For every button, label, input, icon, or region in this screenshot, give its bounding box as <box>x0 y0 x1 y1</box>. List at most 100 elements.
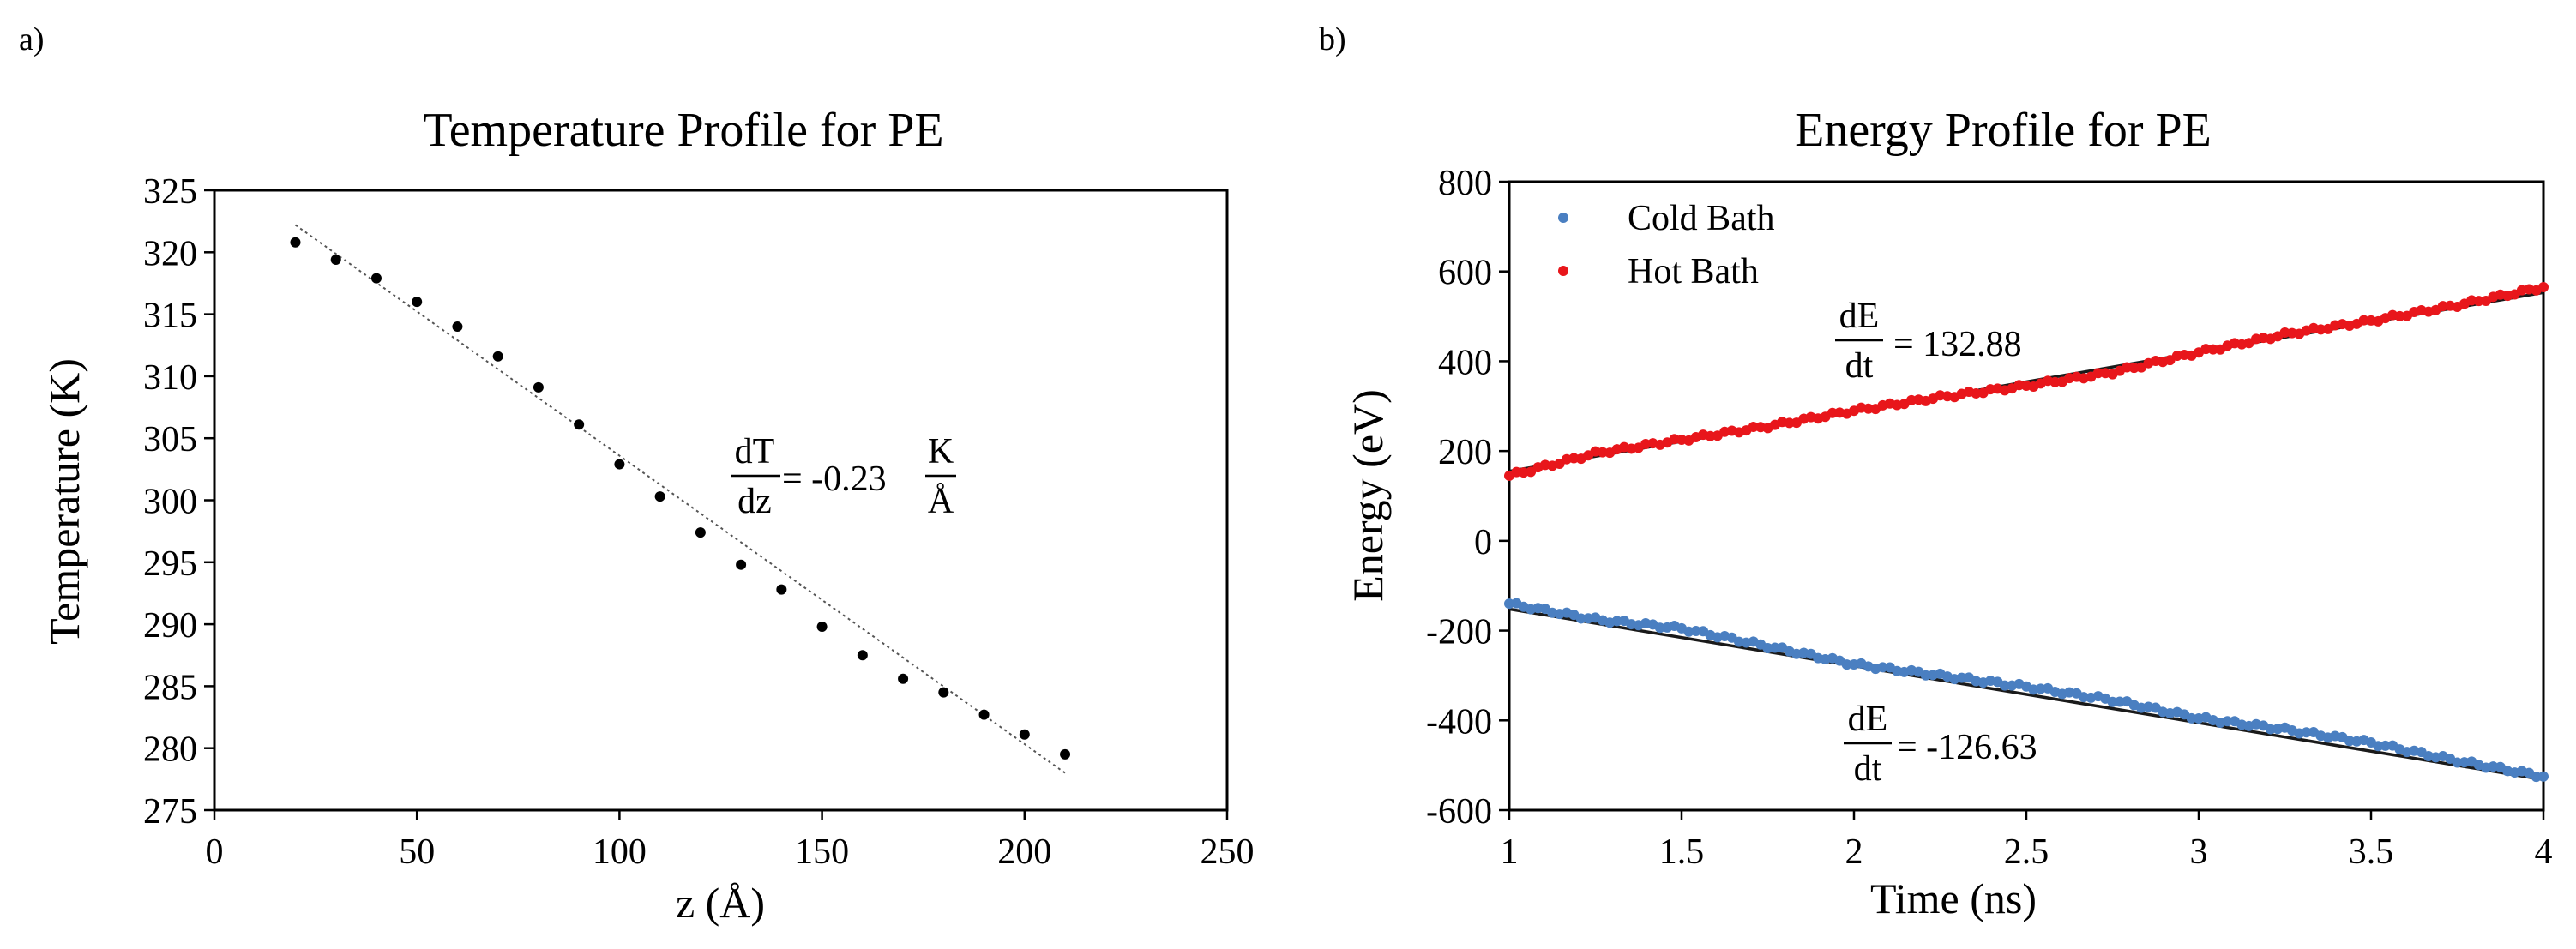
data-point <box>816 621 828 632</box>
data-point <box>452 321 463 333</box>
data-point-hot-bath <box>2538 282 2549 293</box>
data-point <box>898 673 909 684</box>
y-tick-label: 275 <box>143 792 197 832</box>
data-point <box>776 584 787 595</box>
x-axis-label-energy: Time (ns) <box>1870 874 2037 922</box>
chart-title-energy: Energy Profile for PE <box>1795 104 2212 157</box>
plot-area-temperature <box>213 189 1229 812</box>
y-ticks-temperature: 275 280 285 290 295 300 305 310 315 320 325 <box>143 172 214 832</box>
data-point <box>938 687 949 698</box>
data-point <box>492 351 503 362</box>
x-tick-label: 4 <box>2535 832 2553 872</box>
data-point-cold-bath <box>2222 716 2233 727</box>
data-point-hot-bath <box>2049 376 2061 387</box>
x-tick-label: 2 <box>1845 832 1863 872</box>
annotation-cold-value: = -126.63 <box>1897 728 2037 767</box>
data-point-cold-bath <box>1769 642 1780 653</box>
y-tick-label: 325 <box>143 172 197 212</box>
x-axis-label-temperature: z (Å) <box>676 879 765 927</box>
trendline-group-energy <box>1508 291 2544 782</box>
data-point <box>978 709 990 720</box>
panel-label-a: a) <box>19 21 45 57</box>
y-tick-label: 800 <box>1438 164 1492 203</box>
x-tick-label: 0 <box>206 832 224 872</box>
x-tick-label: 50 <box>399 832 435 872</box>
y-tick-label: 305 <box>143 420 197 459</box>
annotation-hot-value: = 132.88 <box>1893 325 2022 364</box>
annotation-unit-numerator: K <box>928 432 954 471</box>
data-point-hot-bath <box>2092 368 2104 379</box>
data-point-hot-bath <box>1748 421 1759 432</box>
legend-label-hot: Hot Bath <box>1628 252 1759 291</box>
y-tick-label: 295 <box>143 544 197 584</box>
data-point-cold-bath <box>2265 724 2276 735</box>
data-points-temperature <box>290 237 1071 760</box>
data-point-cold-bath <box>1956 672 1967 683</box>
y-axis-label-energy: Energy (eV) <box>1344 389 1392 602</box>
chart-title-temperature: Temperature Profile for PE <box>423 104 943 157</box>
data-point-cold-bath <box>1611 616 1622 627</box>
data-point-hot-bath <box>1784 417 1795 429</box>
data-point <box>654 491 665 502</box>
slope-annotation-cold: dE dt = -126.63 <box>1844 700 2037 789</box>
data-point-cold-bath <box>2107 696 2118 707</box>
y-tick-label: -600 <box>1426 792 1492 832</box>
y-axis-label-temperature: Temperature (K) <box>40 358 88 645</box>
data-point <box>857 650 868 661</box>
data-point-hot-bath <box>2394 310 2405 321</box>
x-tick-label: 200 <box>997 832 1051 872</box>
data-point-cold-bath <box>2301 727 2312 738</box>
annotation-numerator: dT <box>735 432 775 471</box>
data-point <box>1019 729 1030 740</box>
energy-chart: b) Energy Profile for PE 1 1.5 2 2.5 3 3.5 4 -… <box>1319 21 2553 922</box>
y-tick-label: 600 <box>1438 254 1492 293</box>
y-tick-label: 285 <box>143 668 197 707</box>
slope-annotation-temperature: dT dz = -0.23 K Å <box>731 432 956 521</box>
data-point-hot-bath <box>2358 315 2369 326</box>
annotation-unit-denominator: Å <box>928 482 954 521</box>
data-point <box>614 459 625 470</box>
trendline <box>294 224 1066 774</box>
legend-energy: Cold Bath Hot Bath <box>1558 199 1775 291</box>
annotation-value: = -0.23 <box>782 459 887 499</box>
y-tick-label: 320 <box>143 234 197 273</box>
data-point <box>695 527 706 538</box>
panel-label-b: b) <box>1319 21 1346 57</box>
x-tick-label: 100 <box>593 832 647 872</box>
data-point-cold-bath <box>2452 757 2463 768</box>
annotation-cold-denominator: dt <box>1854 749 1882 789</box>
x-tick-label: 3.5 <box>2349 832 2394 872</box>
data-point-hot-bath <box>2207 344 2218 355</box>
y-tick-label: 300 <box>143 483 197 522</box>
data-point <box>370 273 382 284</box>
data-point <box>574 419 585 430</box>
legend-label-cold: Cold Bath <box>1628 199 1775 238</box>
annotation-hot-denominator: dt <box>1845 346 1874 386</box>
y-tick-label: 0 <box>1474 523 1492 562</box>
y-tick-label: 315 <box>143 297 197 336</box>
data-point-cold-bath <box>2380 740 2391 751</box>
data-point <box>330 254 341 265</box>
legend-marker-cold <box>1558 213 1568 223</box>
temperature-chart: a) Temperature Profile for PE 0 50 100 150 2… <box>19 21 1255 927</box>
x-tick-label: 3 <box>2190 832 2208 872</box>
x-tick-label: 1 <box>1501 832 1519 872</box>
data-point-hot-bath <box>1863 403 1874 414</box>
y-tick-label: 400 <box>1438 343 1492 382</box>
annotation-denominator: dz <box>737 482 772 521</box>
y-tick-label: 280 <box>143 730 197 770</box>
y-tick-label: -200 <box>1426 613 1492 652</box>
data-points-energy <box>1504 282 2549 783</box>
y-tick-label: 310 <box>143 358 197 398</box>
data-point <box>412 297 423 308</box>
data-point <box>290 237 301 248</box>
annotation-cold-numerator: dE <box>1848 700 1888 739</box>
trendline-group-temperature <box>294 224 1066 774</box>
x-tick-label: 250 <box>1201 832 1255 872</box>
x-tick-label: 2.5 <box>2004 832 2049 872</box>
y-tick-label: 290 <box>143 606 197 646</box>
annotation-hot-numerator: dE <box>1839 297 1880 336</box>
data-point-cold-bath <box>1999 680 2010 691</box>
data-point <box>533 381 544 393</box>
